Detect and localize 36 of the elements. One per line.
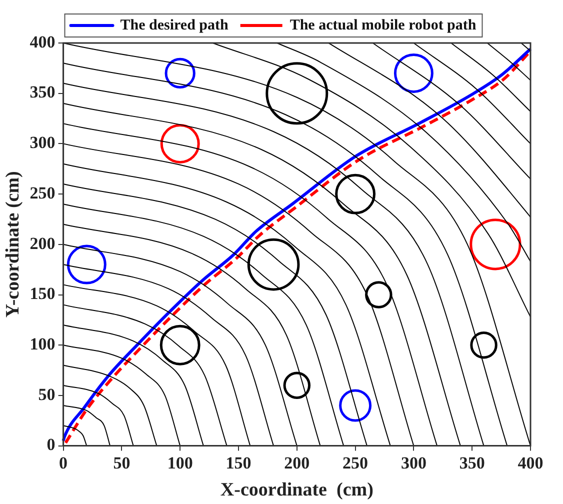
line-series xyxy=(62,425,88,446)
x-tick-label: 400 xyxy=(518,453,544,472)
line-series xyxy=(276,42,531,262)
line-series xyxy=(62,304,228,446)
y-tick-label: 150 xyxy=(30,284,56,304)
line-series xyxy=(62,405,111,446)
y-axis-title: Y-coordinate (cm) xyxy=(2,171,24,318)
x-tick-label: 350 xyxy=(459,453,485,472)
y-tick-label: 100 xyxy=(30,334,56,354)
line-series xyxy=(62,364,158,446)
x-tick-label: 200 xyxy=(284,453,310,472)
y-tick-label: 200 xyxy=(30,234,56,253)
y-tick-label: 50 xyxy=(38,384,56,404)
line-series xyxy=(62,344,181,446)
legend-label: The actual mobile robot path xyxy=(290,17,477,34)
line-series xyxy=(62,244,298,446)
y-tick-label: 0 xyxy=(46,435,56,454)
line-series xyxy=(62,264,274,446)
x-tick-label: 300 xyxy=(400,453,426,472)
x-tick-label: 100 xyxy=(167,453,193,472)
x-tick-label: 50 xyxy=(113,453,130,472)
line-series xyxy=(62,224,321,446)
legend-label: The desired path xyxy=(120,17,229,34)
line-series xyxy=(62,324,204,446)
x-tick-label: 0 xyxy=(59,453,68,472)
y-tick-label: 400 xyxy=(30,32,56,52)
y-tick-label: 350 xyxy=(30,82,56,102)
y-tick-label: 250 xyxy=(30,183,56,202)
y-tick-label: 300 xyxy=(30,133,56,152)
x-tick-label: 150 xyxy=(226,453,252,472)
x-tick-label: 250 xyxy=(342,453,368,472)
x-axis-title: X-coordinate (cm) xyxy=(220,480,374,501)
line-series xyxy=(62,384,134,446)
line-series xyxy=(328,42,531,218)
line-series xyxy=(62,284,251,446)
line-series xyxy=(212,42,531,318)
